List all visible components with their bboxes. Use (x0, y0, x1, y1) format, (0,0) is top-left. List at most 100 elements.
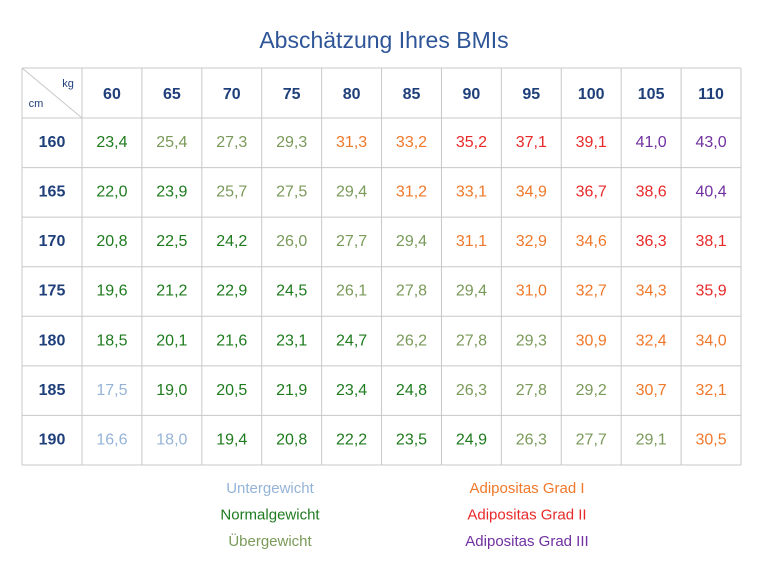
bmi-cell: 38,6 (636, 184, 667, 201)
bmi-cell: 37,1 (516, 134, 547, 151)
bmi-cell: 41,0 (636, 134, 667, 151)
bmi-cell: 43,0 (695, 134, 726, 151)
bmi-cell: 31,1 (456, 233, 487, 250)
bmi-cell: 18,5 (96, 332, 127, 349)
bmi-cell: 29,4 (396, 233, 427, 250)
bmi-cell: 20,8 (96, 233, 127, 250)
bmi-cell: 27,8 (516, 382, 547, 399)
bmi-cell: 34,6 (576, 233, 607, 250)
column-header: 110 (698, 86, 724, 103)
bmi-cell: 26,3 (456, 382, 487, 399)
bmi-cell: 22,2 (336, 431, 367, 448)
row-header: 170 (39, 233, 66, 250)
bmi-cell: 19,4 (216, 431, 247, 448)
legend-item: Übergewicht (228, 532, 312, 550)
bmi-cell: 20,5 (216, 382, 247, 399)
column-header: 100 (578, 86, 605, 103)
bmi-cell: 29,4 (456, 283, 487, 300)
column-header: 85 (403, 86, 421, 103)
bmi-cell: 34,0 (695, 332, 726, 349)
bmi-cell: 29,3 (276, 134, 307, 151)
bmi-cell: 20,8 (276, 431, 307, 448)
bmi-cell: 40,4 (695, 184, 726, 201)
bmi-cell: 31,3 (336, 134, 367, 151)
column-header: 65 (163, 86, 181, 103)
row-header: 180 (39, 332, 66, 349)
bmi-cell: 21,2 (156, 283, 187, 300)
bmi-cell: 17,5 (96, 382, 127, 399)
bmi-cell: 26,2 (396, 332, 427, 349)
bmi-cell: 36,7 (576, 184, 607, 201)
bmi-cell: 24,5 (276, 283, 307, 300)
legend-item: Adipositas Grad II (467, 506, 586, 523)
bmi-cell: 32,1 (695, 382, 726, 399)
bmi-cell: 27,8 (396, 283, 427, 300)
bmi-cell: 32,4 (636, 332, 667, 349)
bmi-cell: 33,2 (396, 134, 427, 151)
bmi-cell: 24,9 (456, 431, 487, 448)
bmi-cell: 24,8 (396, 382, 427, 399)
bmi-cell: 38,1 (695, 233, 726, 250)
bmi-cell: 26,1 (336, 283, 367, 300)
bmi-cell: 18,0 (156, 431, 187, 448)
bmi-cell: 32,7 (576, 283, 607, 300)
legend-item: Adipositas Grad III (465, 533, 588, 550)
legend-item: Untergewicht (226, 480, 314, 497)
bmi-cell: 29,2 (576, 382, 607, 399)
corner-bottom: cm (29, 98, 44, 110)
bmi-cell: 30,9 (576, 332, 607, 349)
legend-item: Normalgewicht (220, 506, 320, 523)
column-header: 80 (343, 86, 361, 103)
bmi-cell: 33,1 (456, 184, 487, 201)
row-header: 190 (39, 431, 66, 448)
bmi-cell: 19,0 (156, 382, 187, 399)
bmi-cell: 27,3 (216, 134, 247, 151)
column-header: 90 (463, 86, 481, 103)
bmi-cell: 23,4 (96, 134, 127, 151)
bmi-cell: 36,3 (636, 233, 667, 250)
bmi-cell: 21,9 (276, 382, 307, 399)
column-header: 95 (522, 86, 540, 103)
bmi-cell: 29,4 (336, 184, 367, 201)
bmi-cell: 34,9 (516, 184, 547, 201)
bmi-cell: 32,9 (516, 233, 547, 250)
bmi-cell: 27,7 (336, 233, 367, 250)
bmi-cell: 30,7 (636, 382, 667, 399)
bmi-cell: 24,2 (216, 233, 247, 250)
column-header: 105 (638, 86, 665, 103)
bmi-cell: 31,2 (396, 184, 427, 201)
bmi-cell: 23,5 (396, 431, 427, 448)
bmi-cell: 35,2 (456, 134, 487, 151)
bmi-cell: 26,0 (276, 233, 307, 250)
bmi-cell: 29,3 (516, 332, 547, 349)
bmi-cell: 39,1 (576, 134, 607, 151)
bmi-cell: 27,5 (276, 184, 307, 201)
bmi-cell: 31,0 (516, 283, 547, 300)
bmi-cell: 34,3 (636, 283, 667, 300)
title: Abschätzung Ihres BMIs (259, 27, 508, 53)
bmi-cell: 22,5 (156, 233, 187, 250)
bmi-cell: 23,4 (336, 382, 367, 399)
bmi-cell: 30,5 (695, 431, 726, 448)
bmi-cell: 25,4 (156, 134, 187, 151)
bmi-cell: 21,6 (216, 332, 247, 349)
column-header: 60 (103, 86, 121, 103)
bmi-cell: 27,7 (576, 431, 607, 448)
row-header: 185 (39, 382, 66, 399)
column-header: 70 (223, 86, 241, 103)
bmi-cell: 35,9 (695, 283, 726, 300)
corner-top: kg (62, 78, 74, 90)
bmi-cell: 29,1 (636, 431, 667, 448)
bmi-cell: 23,9 (156, 184, 187, 201)
legend-item: Adipositas Grad I (469, 480, 584, 497)
bmi-cell: 26,3 (516, 431, 547, 448)
row-header: 175 (39, 283, 66, 300)
bmi-cell: 19,6 (96, 283, 127, 300)
bmi-cell: 20,1 (156, 332, 187, 349)
bmi-cell: 24,7 (336, 332, 367, 349)
bmi-cell: 25,7 (216, 184, 247, 201)
bmi-cell: 22,0 (96, 184, 127, 201)
bmi-cell: 27,8 (456, 332, 487, 349)
